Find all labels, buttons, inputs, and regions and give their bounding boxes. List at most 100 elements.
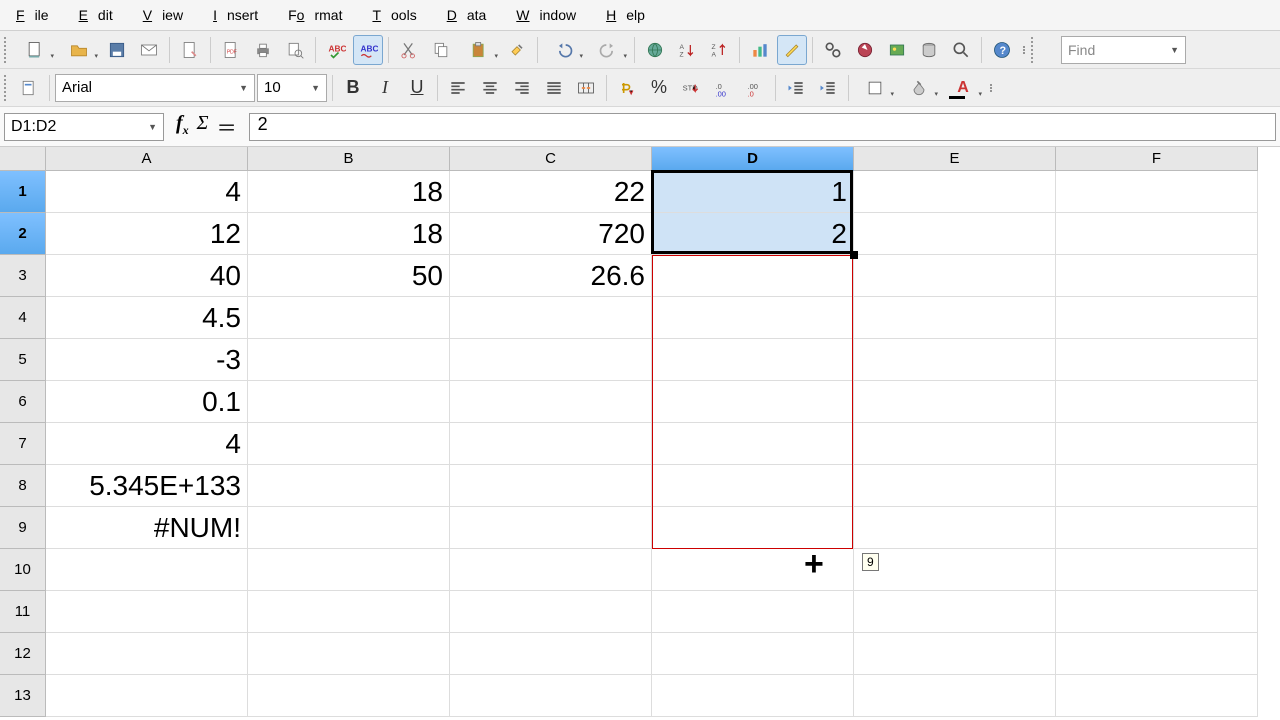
cell-B6[interactable] xyxy=(248,381,450,423)
row-header-11[interactable]: 11 xyxy=(0,591,46,633)
percent-button[interactable]: % xyxy=(644,73,674,103)
cell-C13[interactable] xyxy=(450,675,652,717)
sort-asc-button[interactable]: AZ xyxy=(672,35,702,65)
row-header-3[interactable]: 3 xyxy=(0,255,46,297)
cell-A3[interactable]: 40 xyxy=(46,255,248,297)
cell-F5[interactable] xyxy=(1056,339,1258,381)
cell-E12[interactable] xyxy=(854,633,1056,675)
select-all-corner[interactable] xyxy=(0,147,46,171)
format-paintbrush-button[interactable] xyxy=(502,35,532,65)
cell-A5[interactable]: -3 xyxy=(46,339,248,381)
align-right-button[interactable] xyxy=(507,73,537,103)
toolbar-handle[interactable] xyxy=(4,37,9,63)
cell-C11[interactable] xyxy=(450,591,652,633)
cell-B2[interactable]: 18 xyxy=(248,213,450,255)
merge-cells-button[interactable] xyxy=(571,73,601,103)
row-header-1[interactable]: 1 xyxy=(0,171,46,213)
cell-B3[interactable]: 50 xyxy=(248,255,450,297)
cell-B11[interactable] xyxy=(248,591,450,633)
cell-B1[interactable]: 18 xyxy=(248,171,450,213)
cell-C9[interactable] xyxy=(450,507,652,549)
column-header-F[interactable]: F xyxy=(1056,147,1258,171)
cell-A4[interactable]: 4.5 xyxy=(46,297,248,339)
cell-A10[interactable] xyxy=(46,549,248,591)
fill-handle[interactable] xyxy=(850,251,858,259)
print-preview-button[interactable] xyxy=(280,35,310,65)
cell-E8[interactable] xyxy=(854,465,1056,507)
cell-F7[interactable] xyxy=(1056,423,1258,465)
save-button[interactable] xyxy=(102,35,132,65)
new-doc-button[interactable]: ▾ xyxy=(14,35,56,65)
find-replace-button[interactable] xyxy=(818,35,848,65)
cell-A12[interactable] xyxy=(46,633,248,675)
cell-F3[interactable] xyxy=(1056,255,1258,297)
cell-E6[interactable] xyxy=(854,381,1056,423)
cell-C5[interactable] xyxy=(450,339,652,381)
font-name-select[interactable]: Arial ▼ xyxy=(55,74,255,102)
cell-F4[interactable] xyxy=(1056,297,1258,339)
cell-E13[interactable] xyxy=(854,675,1056,717)
cell-F8[interactable] xyxy=(1056,465,1258,507)
cell-A13[interactable] xyxy=(46,675,248,717)
menu-help[interactable]: Help xyxy=(596,4,665,26)
cell-reference-box[interactable]: D1:D2 ▼ xyxy=(4,113,164,141)
bold-button[interactable]: B xyxy=(338,73,368,103)
cell-A9[interactable]: #NUM! xyxy=(46,507,248,549)
remove-decimal-button[interactable]: .00.0 xyxy=(740,73,770,103)
help-button[interactable]: ? xyxy=(987,35,1017,65)
standard-format-button[interactable]: STD xyxy=(676,73,706,103)
menu-insert[interactable]: Insert xyxy=(203,4,278,26)
font-color-button[interactable]: A▾ xyxy=(942,73,984,103)
currency-button[interactable] xyxy=(612,73,642,103)
column-header-E[interactable]: E xyxy=(854,147,1056,171)
autospell-button[interactable]: ABC xyxy=(353,35,383,65)
cell-C3[interactable]: 26.6 xyxy=(450,255,652,297)
row-header-4[interactable]: 4 xyxy=(0,297,46,339)
edit-file-button[interactable] xyxy=(175,35,205,65)
chart-button[interactable] xyxy=(745,35,775,65)
cell-F9[interactable] xyxy=(1056,507,1258,549)
cell-B13[interactable] xyxy=(248,675,450,717)
menu-edit[interactable]: Edit xyxy=(69,4,133,26)
add-decimal-button[interactable]: .0.00 xyxy=(708,73,738,103)
navigator-button[interactable] xyxy=(850,35,880,65)
row-header-10[interactable]: 10 xyxy=(0,549,46,591)
increase-indent-button[interactable] xyxy=(813,73,843,103)
cell-D12[interactable] xyxy=(652,633,854,675)
cell-D4[interactable] xyxy=(652,297,854,339)
undo-button[interactable]: ▾ xyxy=(543,35,585,65)
cell-B7[interactable] xyxy=(248,423,450,465)
column-header-C[interactable]: C xyxy=(450,147,652,171)
menu-tools[interactable]: Tools xyxy=(362,4,436,26)
row-header-12[interactable]: 12 xyxy=(0,633,46,675)
zoom-button[interactable] xyxy=(946,35,976,65)
cell-D10[interactable] xyxy=(652,549,854,591)
cell-E7[interactable] xyxy=(854,423,1056,465)
align-left-button[interactable] xyxy=(443,73,473,103)
cell-D9[interactable] xyxy=(652,507,854,549)
spellcheck-button[interactable]: ABC xyxy=(321,35,351,65)
cell-D11[interactable] xyxy=(652,591,854,633)
cell-C12[interactable] xyxy=(450,633,652,675)
cell-C1[interactable]: 22 xyxy=(450,171,652,213)
copy-button[interactable] xyxy=(426,35,456,65)
row-header-6[interactable]: 6 xyxy=(0,381,46,423)
cell-D8[interactable] xyxy=(652,465,854,507)
cell-D3[interactable] xyxy=(652,255,854,297)
cell-E3[interactable] xyxy=(854,255,1056,297)
print-button[interactable] xyxy=(248,35,278,65)
cell-A7[interactable]: 4 xyxy=(46,423,248,465)
cell-D2[interactable]: 2 xyxy=(652,213,854,255)
function-wizard-icon[interactable]: fx xyxy=(176,112,189,141)
cell-B9[interactable] xyxy=(248,507,450,549)
email-button[interactable] xyxy=(134,35,164,65)
toolbar-handle-2[interactable] xyxy=(1031,37,1036,63)
sort-desc-button[interactable]: ZA xyxy=(704,35,734,65)
bg-color-button[interactable]: ▾ xyxy=(898,73,940,103)
menu-file[interactable]: File xyxy=(6,4,69,26)
cell-F12[interactable] xyxy=(1056,633,1258,675)
column-header-D[interactable]: D xyxy=(652,147,854,171)
cell-A2[interactable]: 12 xyxy=(46,213,248,255)
cell-D7[interactable] xyxy=(652,423,854,465)
row-header-7[interactable]: 7 xyxy=(0,423,46,465)
